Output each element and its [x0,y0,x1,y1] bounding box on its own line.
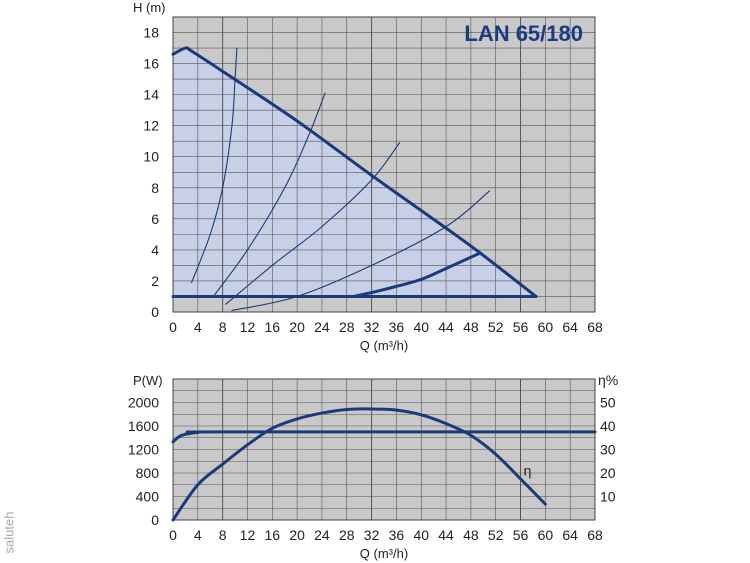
plot-border [172,378,596,521]
system-curve-4 [212,92,326,298]
x-axis-label: Q (m³/h) [360,338,408,353]
y-tick-label: 2 [151,273,159,289]
y-tick-label: 18 [143,25,159,41]
x-tick-label: 36 [389,319,405,335]
y-tick-label: 1200 [128,442,159,458]
x-tick-label: 56 [513,319,529,335]
x-tick-label: 64 [562,319,578,335]
y-tick-label: 0 [151,304,159,320]
x-tick-label: 56 [513,527,529,543]
eta-series-label: η [524,462,532,478]
x-tick-label: 28 [339,319,355,335]
x-tick-label: 16 [265,527,281,543]
x-tick-label: 4 [194,319,202,335]
y-right-tick-label: 10 [600,489,616,505]
system-curve-5 [225,142,401,305]
system-curve-3 [191,47,238,284]
x-tick-label: 68 [587,527,603,543]
y-tick-label: 0 [151,512,159,528]
y-tick-label: 8 [151,180,159,196]
x-tick-label: 0 [169,527,177,543]
y-right-tick-label: 50 [600,395,616,411]
watermark: saluteh [1,511,17,554]
x-tick-label: 0 [169,319,177,335]
lower-limit-2 [351,251,482,298]
max-envelope-0 [171,46,538,298]
x-tick-label: 32 [364,527,380,543]
y-tick-label: 14 [143,87,159,103]
x-tick-label: 52 [488,527,504,543]
y-right-tick-label: 20 [600,465,616,481]
x-tick-label: 20 [289,527,305,543]
x-tick-label: 8 [219,319,227,335]
y-tick-label: 12 [143,118,159,134]
x-tick-label: 44 [438,319,454,335]
y-right-axis-label: η% [598,372,618,388]
x-tick-label: 40 [413,319,429,335]
x-tick-label: 48 [463,319,479,335]
y-tick-label: 6 [151,211,159,227]
y-axis-label: P(W) [133,373,163,388]
chart-title: LAN 65/180 [464,21,583,46]
series-0 [171,430,597,444]
x-tick-label: 24 [314,527,330,543]
x-tick-label: 64 [562,527,578,543]
y-tick-label: 400 [136,489,160,505]
y-tick-label: 16 [143,56,159,72]
x-tick-label: 12 [240,319,256,335]
y-tick-label: 10 [143,149,159,165]
system-curve-6 [231,190,491,311]
x-tick-label: 48 [463,527,479,543]
y-right-tick-label: 40 [600,418,616,434]
x-tick-label: 4 [194,527,202,543]
x-tick-label: 8 [219,527,227,543]
x-axis-label: Q (m³/h) [360,546,408,561]
x-tick-label: 60 [538,319,554,335]
x-tick-label: 12 [240,527,256,543]
x-tick-label: 68 [587,319,603,335]
series-1 [171,407,547,522]
x-tick-label: 28 [339,527,355,543]
x-tick-label: 44 [438,527,454,543]
plot-border [172,16,596,313]
x-tick-label: 36 [389,527,405,543]
y-axis-label: H (m) [133,0,166,15]
x-tick-label: 16 [265,319,281,335]
y-right-tick-label: 30 [600,442,616,458]
y-tick-label: 800 [136,465,160,481]
x-tick-label: 60 [538,527,554,543]
y-tick-label: 1600 [128,418,159,434]
x-tick-label: 40 [413,527,429,543]
y-tick-label: 4 [151,242,159,258]
x-tick-label: 52 [488,319,504,335]
x-tick-label: 20 [289,319,305,335]
x-tick-label: 32 [364,319,380,335]
y-tick-label: 2000 [128,395,159,411]
x-tick-label: 24 [314,319,330,335]
